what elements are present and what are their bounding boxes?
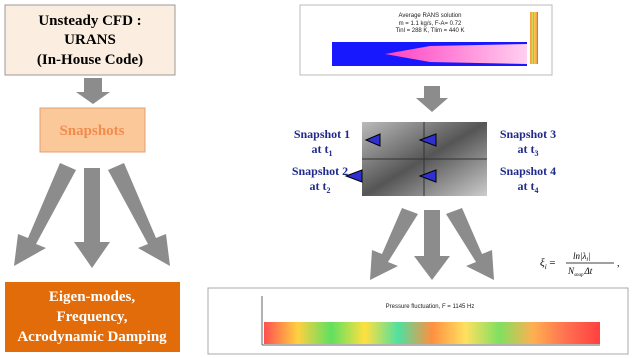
arrow (414, 210, 450, 280)
subscript: 4 (535, 186, 539, 195)
result-box (5, 282, 180, 352)
time: at t (312, 142, 329, 156)
arrow (446, 208, 494, 280)
box-text: Acrodynamic Damping (17, 329, 167, 345)
snapshot-label: Snapshot 4 (500, 164, 556, 178)
snapshot-label: Snapshot 3 (500, 127, 556, 141)
pointer (418, 133, 437, 147)
symbol: ξ (540, 257, 545, 269)
subscript: 3 (535, 149, 539, 158)
symbol: = (549, 257, 556, 269)
subscript: 1 (329, 149, 333, 158)
time: at t (518, 142, 535, 156)
symbol: Δt (583, 266, 592, 276)
symbol: , (617, 258, 620, 269)
pointer (418, 169, 437, 183)
box-text: Frequency, (57, 309, 128, 325)
arrow (416, 86, 448, 112)
plot-text: m = 1.1 kg/s, F-A= 0.72 (399, 21, 462, 27)
subscript: 2 (327, 186, 331, 195)
time: at t (310, 179, 327, 193)
box-text: Unsteady CFD : (38, 13, 141, 29)
symbol: N (567, 266, 575, 276)
formula: ξi = (540, 257, 556, 271)
snapshot-time: at t4 (518, 179, 539, 195)
cfd-box (4, 4, 176, 76)
subscript: i (586, 257, 588, 263)
snapshot-label: Snapshot 1 (294, 127, 350, 141)
box-text: Eigen-modes, (49, 289, 136, 305)
colorbar (530, 12, 538, 64)
snapshot-time: at t1 (312, 142, 333, 158)
pressure-plot (207, 287, 629, 355)
plot-title: Average RANS solution (399, 13, 462, 19)
pointer (364, 133, 381, 147)
box-text: Snapshots (59, 123, 124, 139)
symbol: | (588, 251, 590, 261)
symbol: ln|λ (573, 251, 586, 261)
box-text: URANS (64, 32, 116, 48)
time: at t (518, 179, 535, 193)
snapshot-time: at t3 (518, 142, 539, 158)
pressure-field (264, 322, 600, 344)
subscript: snap (574, 273, 584, 278)
snapshots-box (39, 107, 146, 153)
plot-title: Pressure fluctuation, F = 1145 Hz (386, 304, 475, 310)
pointer (344, 169, 363, 183)
snapshot-label: Snapshot 2 (292, 164, 348, 178)
plume (385, 44, 527, 64)
arrow (108, 163, 170, 266)
subscript: i (545, 263, 547, 271)
arrow (370, 208, 418, 280)
snapshot-time: at t2 (310, 179, 331, 195)
arrow (76, 78, 110, 104)
plot-text: Tinl = 288 K, Tlim = 440 K (395, 28, 464, 34)
arrow (14, 163, 76, 266)
denominator: NsnapΔt (567, 266, 593, 278)
box-text: (In-House Code) (37, 52, 143, 68)
numerator: ln|λi| (573, 251, 591, 263)
arrow (74, 168, 110, 268)
